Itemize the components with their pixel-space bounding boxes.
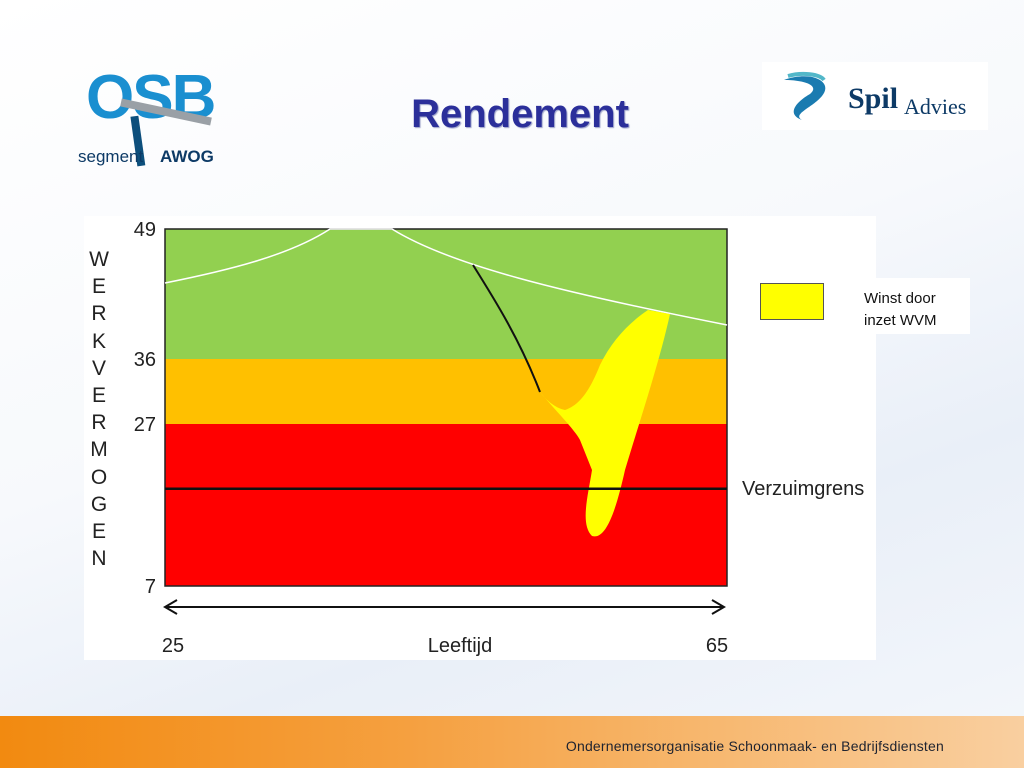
- y-label-letter: W: [89, 248, 109, 271]
- capacity-trend-curve: [164, 228, 728, 326]
- legend-label-line1: Winst door: [864, 290, 936, 307]
- y-label-letter: M: [90, 438, 108, 462]
- x-axis-label: Leeftijd: [428, 635, 493, 657]
- plot-frame: [164, 228, 728, 587]
- decline-line: [472, 264, 541, 393]
- footer-text: Ondernemersorganisatie Schoonmaak- en Be…: [565, 738, 944, 754]
- y-label-letter: V: [91, 356, 106, 380]
- x-axis-arrow: [163, 599, 726, 615]
- y-label-letter: R: [91, 302, 107, 326]
- y-label-letter: G: [90, 492, 108, 516]
- osb-logo-group: AWOG: [160, 147, 214, 166]
- squeegee-handle-icon: [130, 115, 146, 167]
- y-label-letter: N: [91, 547, 107, 571]
- squeegee-blade-icon: [120, 98, 212, 126]
- x-tick-65: 65: [706, 635, 728, 657]
- gain-region: [540, 310, 670, 537]
- page-title: Rendement: [411, 92, 629, 136]
- footer-bar: [0, 716, 1024, 768]
- y-label-letter: O: [90, 465, 108, 489]
- y-tick-27: 27: [134, 414, 156, 436]
- spil-advies-logo: Spil Advies: [762, 62, 988, 130]
- x-tick-25: 25: [162, 635, 184, 657]
- y-label-letter: K: [91, 329, 106, 353]
- spil-logo-suffix: Advies: [904, 94, 966, 119]
- y-tick-36: 36: [134, 349, 156, 371]
- spil-swoosh-icon: [784, 76, 826, 120]
- threshold-label: Verzuimgrens: [742, 478, 864, 500]
- y-label-letter: E: [91, 275, 106, 299]
- spil-swoosh-accent-icon: [787, 71, 826, 82]
- y-label-letter: E: [91, 384, 106, 408]
- spil-logo-name: Spil: [848, 82, 898, 115]
- legend-text: Winst door inzet WVM: [864, 288, 974, 332]
- osb-logo: OSB segment AWOG: [78, 63, 216, 167]
- y-label-letter: E: [91, 520, 106, 544]
- band-2: [165, 424, 727, 586]
- osb-logo-segment: segment: [78, 147, 143, 166]
- legend-swatch: [760, 283, 824, 320]
- y-tick-7: 7: [145, 576, 156, 598]
- legend-label-line2: inzet WVM: [864, 312, 937, 329]
- y-label-letter: R: [91, 411, 107, 435]
- y-tick-49: 49: [134, 219, 156, 241]
